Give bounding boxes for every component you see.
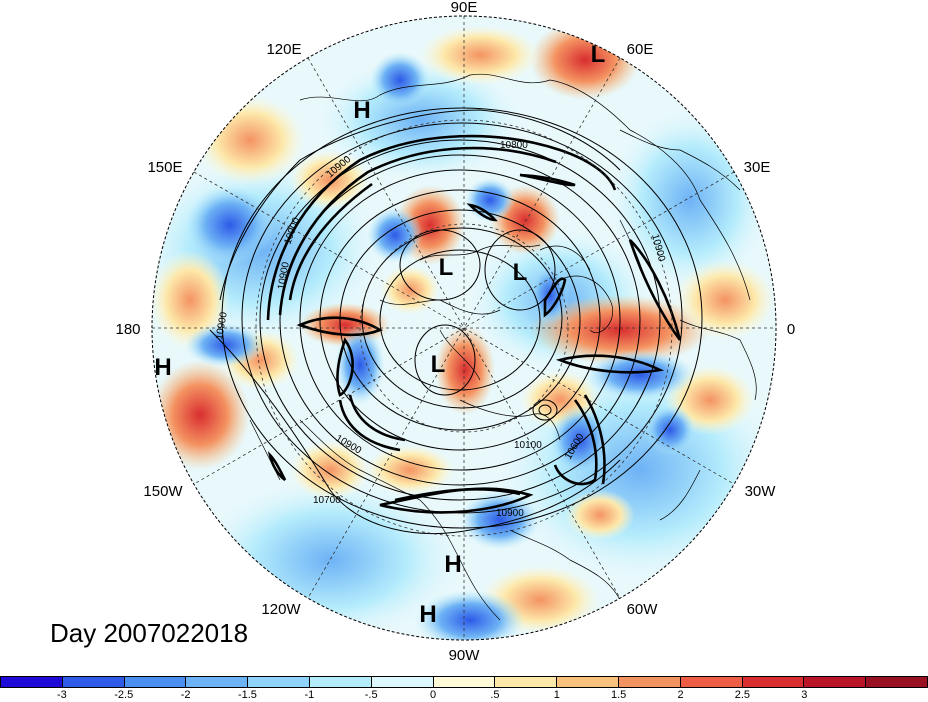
colorbar-swatch [309, 677, 372, 687]
colorbar-tick-label: 3 [801, 689, 808, 701]
lon-label-60w: 60W [627, 601, 659, 618]
lon-label-120w: 120W [261, 601, 301, 618]
colorbar-swatch [742, 677, 805, 687]
low-center-label: L [431, 351, 446, 378]
lon-label-30e: 30E [744, 159, 771, 176]
low-center-label: L [591, 41, 606, 68]
colorbar-swatch [804, 677, 867, 687]
colorbar-swatch [495, 677, 558, 687]
lon-label-150w: 150W [143, 483, 183, 500]
colorbar-tick-label: -2 [180, 689, 191, 701]
colorbar-tick-label: 1.5 [611, 689, 627, 701]
colorbar-tick-label: .5 [490, 689, 500, 701]
lon-label-150e: 150E [147, 159, 182, 176]
colorbar-swatch [433, 677, 496, 687]
jet-contours [266, 134, 682, 514]
lon-label-30w: 30W [745, 483, 777, 500]
high-center-label: H [353, 97, 370, 124]
colorbar-swatch [62, 677, 125, 687]
contour-label: 10900 [276, 261, 292, 291]
day-title: Day 2007022018 [50, 618, 249, 648]
colorbar-swatch [248, 677, 310, 687]
lon-label-90w: 90W [449, 647, 481, 664]
lon-label-0: 0 [787, 321, 795, 338]
colorbar [0, 676, 928, 688]
colorbar-swatch [186, 677, 249, 687]
colorbar-swatch [124, 677, 187, 687]
lon-label-180: 180 [115, 321, 140, 338]
colorbar-swatch [1, 677, 63, 687]
colorbar-tick-label: 0 [430, 689, 437, 701]
high-center-label: H [419, 601, 436, 628]
lat-lon-grid [152, 16, 776, 640]
height-contours [209, 107, 703, 535]
colorbar-tick-label: -2.5 [114, 689, 134, 701]
colorbar-swatch [371, 677, 434, 687]
contour-label: 10800 [500, 140, 528, 151]
lon-label-60e: 60E [627, 41, 654, 58]
lon-label-120e: 120E [266, 41, 301, 58]
colorbar-tick-labels: -3 -2.5 -2 -1.5 -1 -.5 0 .5 1 1.5 2 2.5 3 [0, 689, 928, 702]
colorbar-tick-label: -3 [56, 689, 67, 701]
contour-label: 10900 [214, 311, 230, 341]
colorbar-swatch [680, 677, 743, 687]
colorbar-swatch [618, 677, 681, 687]
low-center-label: L [513, 259, 528, 286]
low-center-label: L [439, 254, 454, 281]
contour-label: 10900 [496, 508, 524, 519]
colorbar-tick-label: 2 [677, 689, 684, 701]
polar-map: 90E 120E 60E 150E 30E 180 0 150W 30W 120… [115, 0, 795, 664]
colorbar-tick-label: -1 [304, 689, 315, 701]
longitude-labels: 90E 120E 60E 150E 30E 180 0 150W 30W 120… [115, 0, 795, 664]
coastlines [249, 73, 757, 621]
colorbar-tick-label: -1.5 [237, 689, 257, 701]
contour-label: 10100 [514, 440, 542, 451]
colorbar-tick-label: -.5 [364, 689, 378, 701]
colorbar-tick-label: 1 [553, 689, 560, 701]
high-center-label: H [444, 551, 461, 578]
lon-label-90e: 90E [451, 0, 478, 16]
high-center-label: H [154, 354, 171, 381]
colorbar-tick-label: 2.5 [734, 689, 751, 701]
colorbar-swatch [557, 677, 619, 687]
contour-label: 10700 [313, 495, 341, 506]
colorbar-swatch [866, 677, 927, 687]
map-boundary [151, 15, 777, 641]
pressure-centers: L H L L L H H H [154, 41, 605, 628]
